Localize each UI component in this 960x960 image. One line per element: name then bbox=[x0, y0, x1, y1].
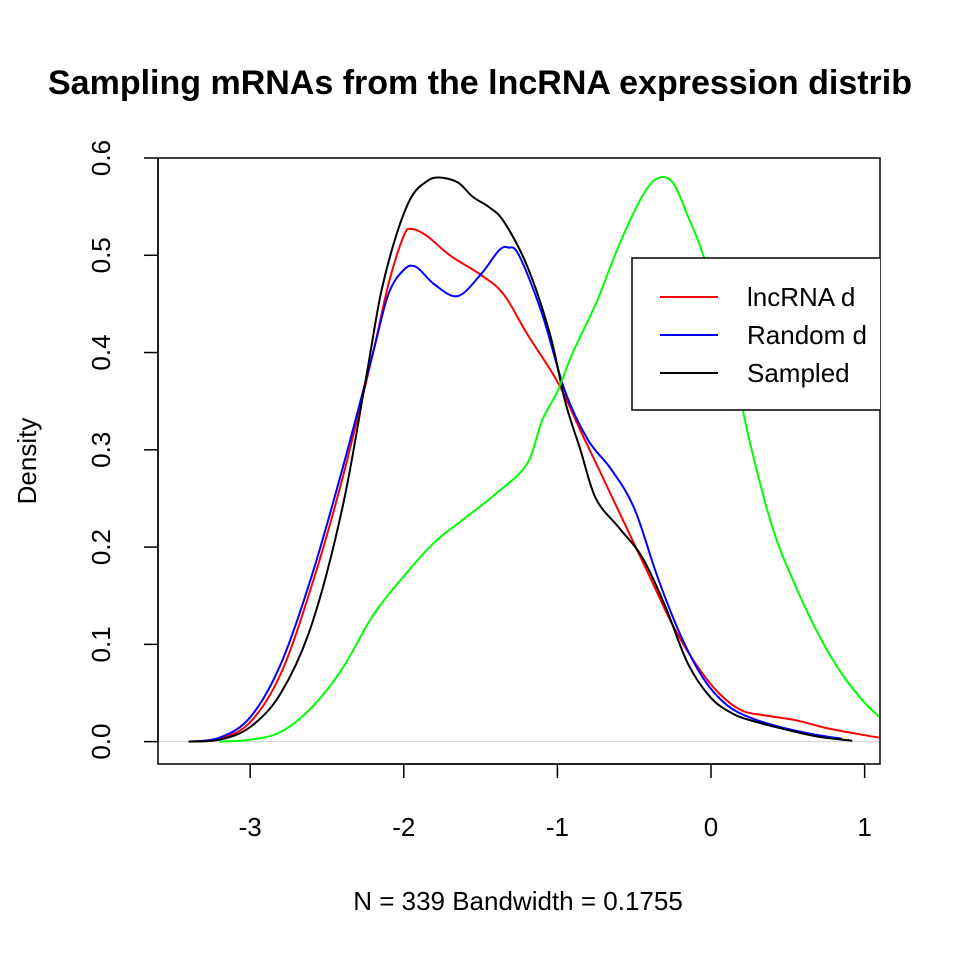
x-axis-label: N = 339 Bandwidth = 0.1755 bbox=[353, 886, 683, 916]
y-tick-label: 0.6 bbox=[86, 140, 116, 176]
x-tick-label: -3 bbox=[239, 812, 262, 842]
y-tick-label: 0.1 bbox=[86, 626, 116, 662]
y-axis: 0.0 0.1 0.2 0.3 0.4 0.5 0.6 bbox=[86, 140, 159, 760]
y-tick-label: 0.2 bbox=[86, 529, 116, 565]
density-line-red bbox=[188, 227, 880, 743]
x-tick-label: 0 bbox=[704, 812, 718, 842]
legend: lncRNA d Random d Sampled bbox=[631, 257, 880, 411]
x-axis: -3 -2 -1 0 1 bbox=[239, 763, 872, 842]
y-tick-label: 0.4 bbox=[86, 334, 116, 370]
chart-title: Sampling mRNAs from the lncRNA expressio… bbox=[48, 64, 912, 102]
x-tick-label: 1 bbox=[857, 812, 871, 842]
density-line-green bbox=[219, 175, 880, 743]
legend-label: Random d bbox=[747, 320, 867, 350]
density-line-blue bbox=[188, 245, 842, 743]
x-tick-label: -2 bbox=[392, 812, 415, 842]
series-layer bbox=[158, 175, 880, 743]
density-line-black bbox=[188, 176, 853, 743]
y-tick-label: 0.0 bbox=[86, 724, 116, 760]
x-tick-label: -1 bbox=[546, 812, 569, 842]
y-tick-label: 0.5 bbox=[86, 237, 116, 273]
y-tick-label: 0.3 bbox=[86, 432, 116, 468]
y-axis-label: Density bbox=[12, 418, 42, 505]
legend-label: Sampled bbox=[747, 358, 850, 388]
legend-label: lncRNA d bbox=[747, 282, 855, 312]
